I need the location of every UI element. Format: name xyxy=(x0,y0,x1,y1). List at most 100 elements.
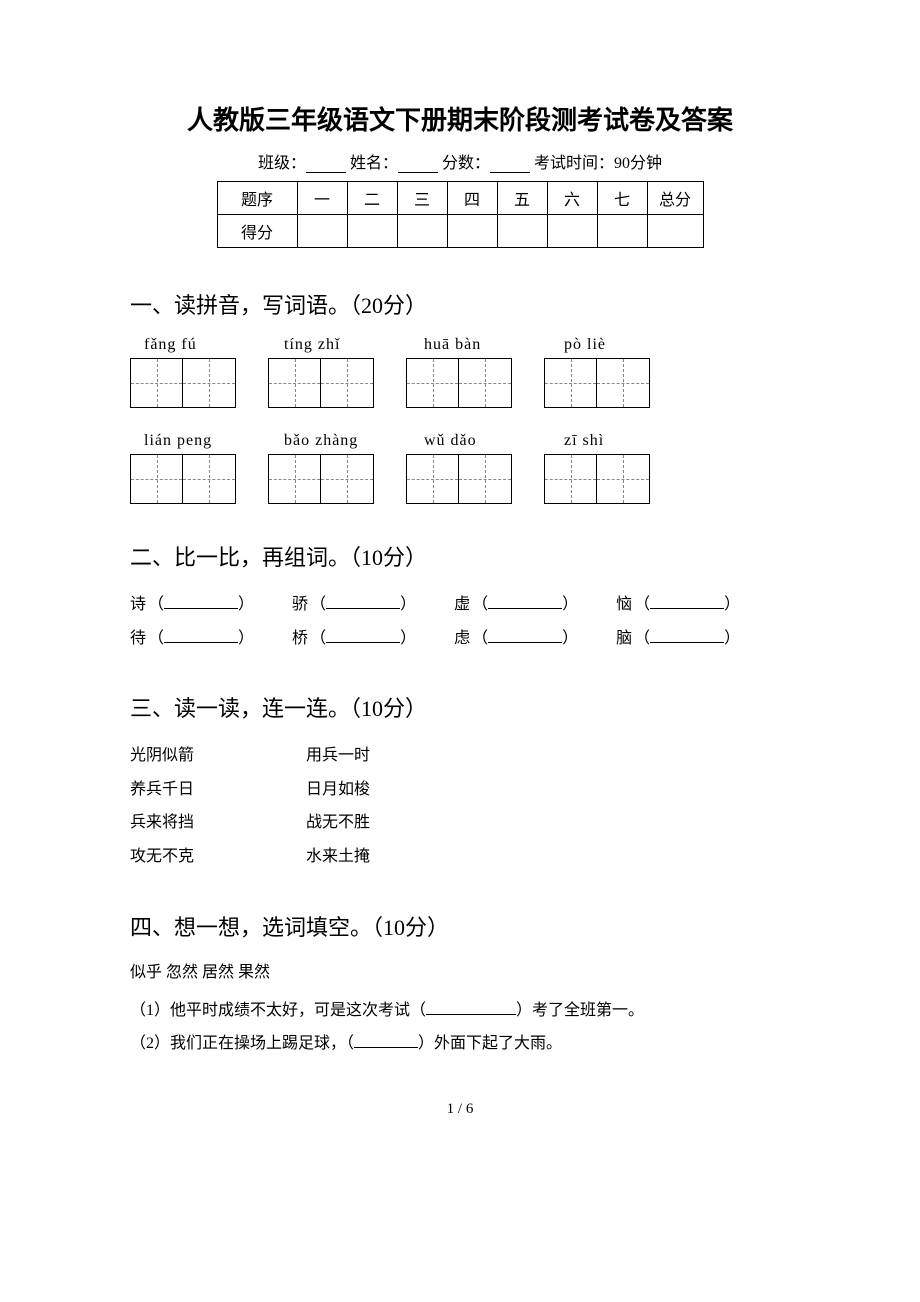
tianzi-box[interactable] xyxy=(183,454,236,504)
match-left: 光阴似箭 xyxy=(130,739,306,773)
match-row: 光阴似箭 用兵一时 xyxy=(130,739,790,773)
match-right: 日月如梭 xyxy=(306,773,370,807)
answer-blank[interactable] xyxy=(326,593,400,609)
pinyin-label: tíng zhǐ xyxy=(284,336,390,354)
tianzi-pair xyxy=(268,358,374,408)
col-header: 二 xyxy=(347,182,397,215)
char: 骄 xyxy=(292,588,308,622)
match-row: 攻无不克 水来土掩 xyxy=(130,840,790,874)
col-header: 六 xyxy=(547,182,597,215)
compare-cell: 诗（） xyxy=(130,588,254,622)
document-title: 人教版三年级语文下册期末阶段测考试卷及答案 xyxy=(130,100,790,137)
tianzi-box[interactable] xyxy=(544,358,597,408)
compare-cell: 骄（） xyxy=(292,588,416,622)
answer-blank[interactable] xyxy=(488,593,562,609)
char: 虑 xyxy=(454,622,470,656)
answer-blank[interactable] xyxy=(650,593,724,609)
compare-cell: 虚（） xyxy=(454,588,578,622)
tianzi-pair xyxy=(130,454,236,504)
match-row: 兵来将挡 战无不胜 xyxy=(130,806,790,840)
answer-blank[interactable] xyxy=(650,627,724,643)
col-header: 七 xyxy=(597,182,647,215)
row-header-2: 得分 xyxy=(217,215,297,248)
answer-blank[interactable] xyxy=(164,593,238,609)
tianzi-box[interactable] xyxy=(597,358,650,408)
score-blank[interactable] xyxy=(490,157,530,173)
class-label: 班级： xyxy=(258,155,306,172)
tianzi-box[interactable] xyxy=(183,358,236,408)
score-cell[interactable] xyxy=(597,215,647,248)
tianzi-box[interactable] xyxy=(459,358,512,408)
col-header: 总分 xyxy=(647,182,703,215)
match-block: 光阴似箭 用兵一时 养兵千日 日月如梭 兵来将挡 战无不胜 攻无不克 水来土掩 xyxy=(130,739,790,873)
col-header: 五 xyxy=(497,182,547,215)
table-row: 题序 一 二 三 四 五 六 七 总分 xyxy=(217,182,703,215)
compare-cell: 虑（） xyxy=(454,622,578,656)
pinyin-row: lián peng bǎo zhàng wǔ dǎo zī shì xyxy=(144,432,790,450)
score-cell[interactable] xyxy=(647,215,703,248)
class-blank[interactable] xyxy=(306,157,346,173)
choice-words: 似乎 忽然 居然 果然 xyxy=(130,958,790,982)
col-header: 四 xyxy=(447,182,497,215)
answer-blank[interactable] xyxy=(326,627,400,643)
score-cell[interactable] xyxy=(447,215,497,248)
compare-block: 诗（） 骄（） 虚（） 恼（） 待（） 桥（） 虑（） 脑（） xyxy=(130,588,790,655)
tianzi-pair xyxy=(544,454,650,504)
q1-prefix: （1）他平时成绩不太好，可是这次考试（ xyxy=(130,1002,426,1019)
match-row: 养兵千日 日月如梭 xyxy=(130,773,790,807)
compare-row: 待（） 桥（） 虑（） 脑（） xyxy=(130,622,790,656)
question-1: （1）他平时成绩不太好，可是这次考试（ ）考了全班第一。 xyxy=(130,994,790,1028)
page-number: 1 / 6 xyxy=(130,1101,790,1118)
tianzi-box[interactable] xyxy=(130,454,183,504)
time-label: 考试时间：90分钟 xyxy=(534,155,662,172)
pinyin-label: zī shì xyxy=(564,432,670,450)
score-cell[interactable] xyxy=(347,215,397,248)
tianzi-pair xyxy=(130,358,236,408)
score-cell[interactable] xyxy=(397,215,447,248)
compare-cell: 待（） xyxy=(130,622,254,656)
tianzi-row xyxy=(130,358,790,408)
pinyin-row: fǎng fú tíng zhǐ huā bàn pò liè xyxy=(144,336,790,354)
char: 待 xyxy=(130,622,146,656)
score-table: 题序 一 二 三 四 五 六 七 总分 得分 xyxy=(217,181,704,248)
match-left: 攻无不克 xyxy=(130,840,306,874)
pinyin-label: wǔ dǎo xyxy=(424,432,530,450)
tianzi-box[interactable] xyxy=(130,358,183,408)
char: 恼 xyxy=(616,588,632,622)
name-blank[interactable] xyxy=(398,157,438,173)
score-cell[interactable] xyxy=(297,215,347,248)
match-right: 用兵一时 xyxy=(306,739,370,773)
tianzi-pair xyxy=(406,358,512,408)
compare-row: 诗（） 骄（） 虚（） 恼（） xyxy=(130,588,790,622)
answer-blank[interactable] xyxy=(426,999,516,1015)
tianzi-box[interactable] xyxy=(321,358,374,408)
section2-heading: 二、比一比，再组词。（10分） xyxy=(130,540,790,572)
tianzi-box[interactable] xyxy=(321,454,374,504)
tianzi-box[interactable] xyxy=(597,454,650,504)
tianzi-box[interactable] xyxy=(268,358,321,408)
tianzi-row xyxy=(130,454,790,504)
tianzi-box[interactable] xyxy=(406,358,459,408)
meta-line: 班级： 姓名： 分数： 考试时间：90分钟 xyxy=(130,149,790,173)
match-right: 水来土掩 xyxy=(306,840,370,874)
char: 诗 xyxy=(130,588,146,622)
table-row: 得分 xyxy=(217,215,703,248)
q2-suffix: ）外面下起了大雨。 xyxy=(418,1035,562,1052)
char: 桥 xyxy=(292,622,308,656)
q2-prefix: （2）我们正在操场上踢足球，（ xyxy=(130,1035,354,1052)
answer-blank[interactable] xyxy=(354,1032,418,1048)
tianzi-box[interactable] xyxy=(268,454,321,504)
q1-suffix: ）考了全班第一。 xyxy=(516,1002,644,1019)
answer-blank[interactable] xyxy=(164,627,238,643)
score-cell[interactable] xyxy=(547,215,597,248)
tianzi-pair xyxy=(544,358,650,408)
pinyin-label: huā bàn xyxy=(424,336,530,354)
tianzi-box[interactable] xyxy=(406,454,459,504)
tianzi-box[interactable] xyxy=(544,454,597,504)
pinyin-label: pò liè xyxy=(564,336,670,354)
score-label: 分数： xyxy=(442,155,490,172)
answer-blank[interactable] xyxy=(488,627,562,643)
tianzi-box[interactable] xyxy=(459,454,512,504)
char: 脑 xyxy=(616,622,632,656)
score-cell[interactable] xyxy=(497,215,547,248)
